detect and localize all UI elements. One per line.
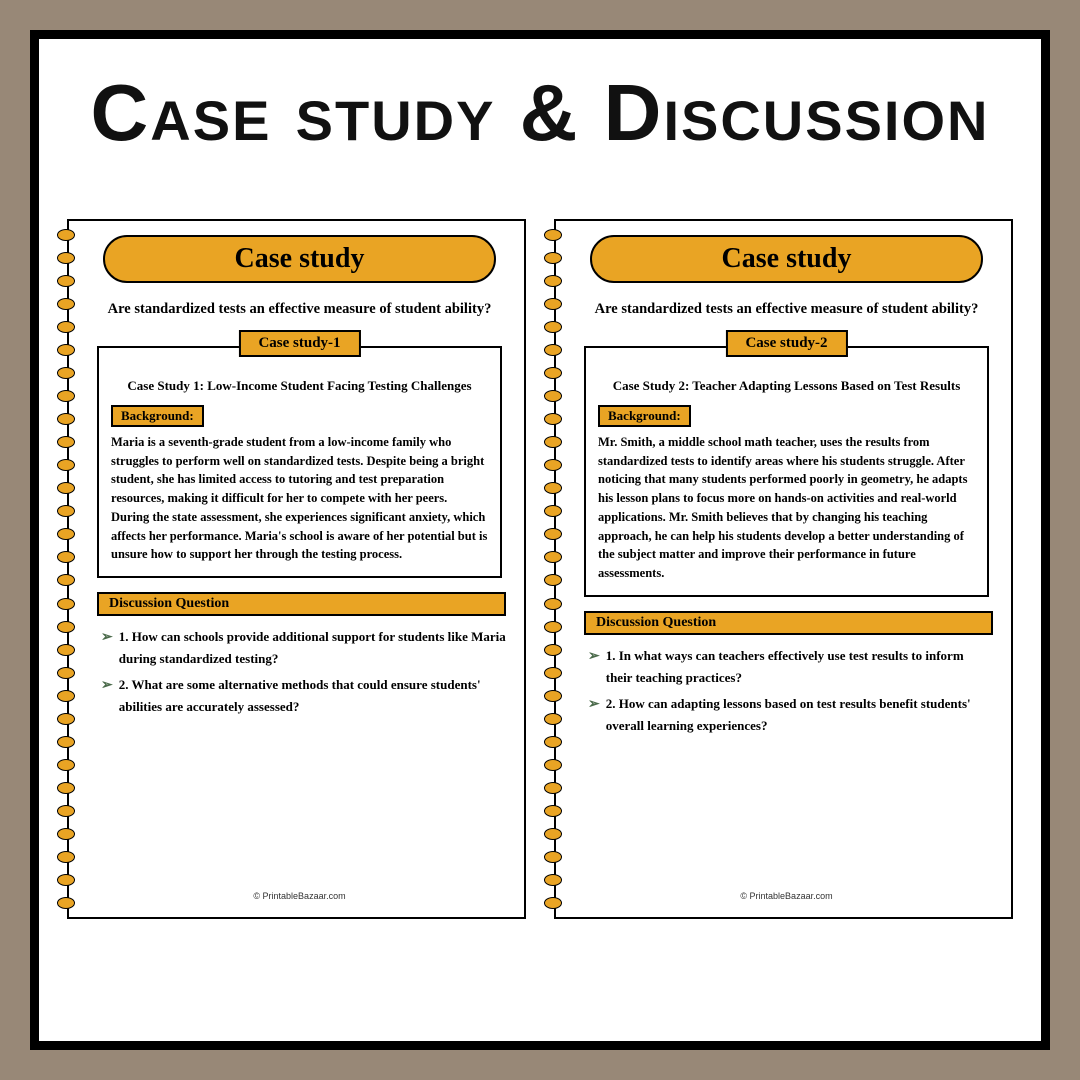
page-header: Case study bbox=[590, 235, 983, 283]
case-box: Case study-1 Case Study 1: Low-Income St… bbox=[97, 346, 502, 578]
case-title: Case Study 2: Teacher Adapting Lessons B… bbox=[598, 376, 975, 397]
bullet-icon: ➢ bbox=[101, 674, 113, 718]
page-footer: © PrintableBazaar.com bbox=[580, 891, 993, 907]
pages-container: Case study Are standardized tests an eff… bbox=[39, 159, 1041, 919]
spiral-binding bbox=[544, 229, 564, 909]
question-item: ➢ 1. In what ways can teachers effective… bbox=[588, 645, 993, 689]
worksheet-page-2: Case study Are standardized tests an eff… bbox=[554, 219, 1013, 919]
question-text: 1. How can schools provide additional su… bbox=[119, 626, 506, 670]
case-tab: Case study-2 bbox=[725, 330, 847, 357]
discussion-label: Discussion Question bbox=[97, 592, 506, 616]
case-tab: Case study-1 bbox=[238, 330, 360, 357]
page-footer: © PrintableBazaar.com bbox=[93, 891, 506, 907]
question-item: ➢ 2. How can adapting lessons based on t… bbox=[588, 693, 993, 737]
question-item: ➢ 1. How can schools provide additional … bbox=[101, 626, 506, 670]
bullet-icon: ➢ bbox=[588, 645, 600, 689]
worksheet-page-1: Case study Are standardized tests an eff… bbox=[67, 219, 526, 919]
question-item: ➢ 2. What are some alternative methods t… bbox=[101, 674, 506, 718]
background-text: Mr. Smith, a middle school math teacher,… bbox=[598, 433, 975, 583]
page-inner: Case study Are standardized tests an eff… bbox=[69, 221, 524, 917]
bullet-icon: ➢ bbox=[101, 626, 113, 670]
background-label: Background: bbox=[111, 405, 204, 427]
case-title: Case Study 1: Low-Income Student Facing … bbox=[111, 376, 488, 397]
question-list: ➢ 1. How can schools provide additional … bbox=[93, 626, 506, 722]
question-text: 1. In what ways can teachers effectively… bbox=[606, 645, 993, 689]
page-header: Case study bbox=[103, 235, 496, 283]
question-list: ➢ 1. In what ways can teachers effective… bbox=[580, 645, 993, 741]
page-inner: Case study Are standardized tests an eff… bbox=[556, 221, 1011, 917]
spiral-binding bbox=[57, 229, 77, 909]
question-text: 2. How can adapting lessons based on tes… bbox=[606, 693, 993, 737]
discussion-label: Discussion Question bbox=[584, 611, 993, 635]
case-box: Case study-2 Case Study 2: Teacher Adapt… bbox=[584, 346, 989, 597]
bullet-icon: ➢ bbox=[588, 693, 600, 737]
question-text: 2. What are some alternative methods tha… bbox=[119, 674, 506, 718]
background-label: Background: bbox=[598, 405, 691, 427]
main-title: Case study & Discussion bbox=[39, 67, 1041, 159]
prompt-question: Are standardized tests an effective meas… bbox=[586, 301, 987, 318]
prompt-question: Are standardized tests an effective meas… bbox=[99, 301, 500, 318]
document-frame: Case study & Discussion Case study Are s… bbox=[30, 30, 1050, 1050]
background-text: Maria is a seventh-grade student from a … bbox=[111, 433, 488, 564]
